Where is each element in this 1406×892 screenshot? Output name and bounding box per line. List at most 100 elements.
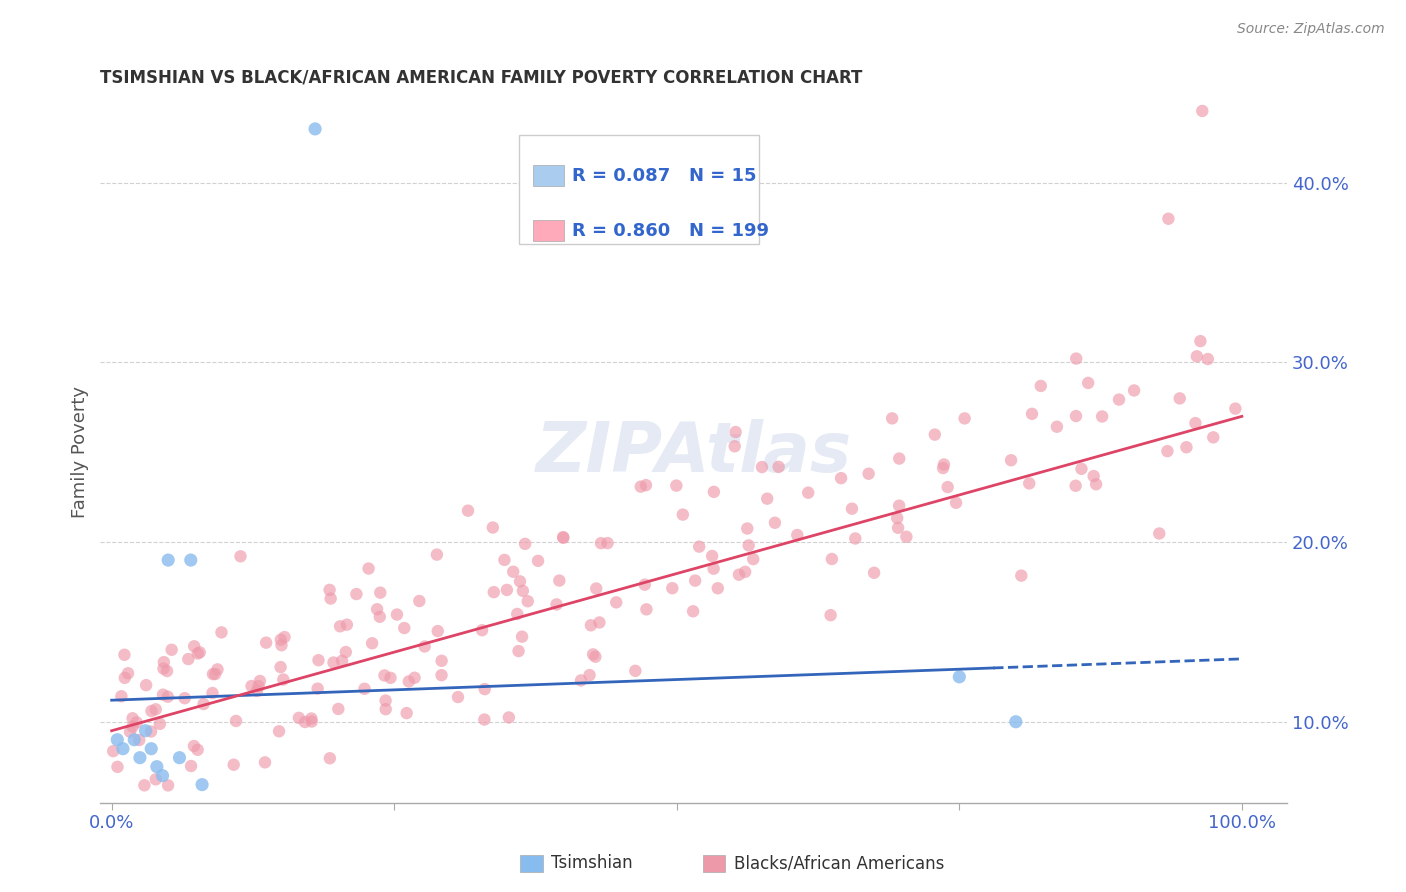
Point	[512, 583, 534, 598]
Point	[146, 759, 169, 773]
Point	[157, 778, 180, 792]
Point	[886, 511, 908, 525]
Point	[882, 411, 904, 425]
Point	[368, 585, 391, 599]
Point	[180, 553, 202, 567]
Text: R = 0.087   N = 15: R = 0.087 N = 15	[572, 167, 756, 185]
Point	[630, 480, 652, 494]
Point	[682, 604, 704, 618]
Point	[1184, 416, 1206, 430]
Point	[624, 664, 647, 678]
Point	[1123, 384, 1146, 398]
Point	[820, 608, 842, 623]
Point	[225, 714, 247, 728]
Point	[110, 690, 132, 704]
Point	[724, 439, 747, 453]
Point	[474, 713, 496, 727]
Point	[548, 574, 571, 588]
Point	[887, 521, 910, 535]
Point	[1191, 103, 1213, 118]
Point	[583, 649, 606, 664]
Point	[111, 741, 134, 756]
Point	[270, 660, 292, 674]
Point	[134, 778, 156, 792]
Point	[240, 679, 263, 693]
Point	[516, 594, 538, 608]
Point	[1064, 409, 1087, 423]
Point	[924, 427, 946, 442]
Point	[353, 681, 375, 696]
Point	[267, 724, 290, 739]
Point	[683, 574, 706, 588]
Point	[156, 664, 179, 678]
Point	[589, 536, 612, 550]
Point	[768, 459, 790, 474]
Point	[183, 640, 205, 654]
Point	[301, 714, 323, 729]
Point	[118, 724, 141, 739]
Point	[201, 686, 224, 700]
Point	[380, 671, 402, 685]
Point	[546, 598, 568, 612]
Point	[229, 549, 252, 564]
Point	[374, 702, 396, 716]
Point	[474, 682, 496, 697]
Text: R = 0.860   N = 199: R = 0.860 N = 199	[572, 222, 769, 240]
Point	[636, 602, 658, 616]
Y-axis label: Family Poverty: Family Poverty	[72, 386, 89, 518]
Point	[426, 548, 449, 562]
Point	[728, 567, 751, 582]
Point	[700, 549, 723, 563]
Point	[863, 566, 886, 580]
Point	[844, 532, 866, 546]
Point	[1070, 462, 1092, 476]
Point	[319, 591, 342, 606]
Point	[193, 697, 215, 711]
Point	[122, 732, 145, 747]
Point	[398, 674, 420, 689]
Point	[830, 471, 852, 485]
Point	[447, 690, 470, 704]
Point	[204, 667, 226, 681]
Point	[1064, 479, 1087, 493]
Point	[756, 491, 779, 506]
Point	[582, 648, 605, 662]
Point	[821, 552, 844, 566]
Point	[270, 638, 292, 652]
Point	[294, 714, 316, 729]
Point	[1029, 379, 1052, 393]
Point	[145, 702, 167, 716]
Point	[688, 540, 710, 554]
Point	[703, 484, 725, 499]
Point	[786, 528, 808, 542]
Text: TSIMSHIAN VS BLACK/AFRICAN AMERICAN FAMILY POVERTY CORRELATION CHART: TSIMSHIAN VS BLACK/AFRICAN AMERICAN FAMI…	[100, 69, 863, 87]
Point	[509, 574, 531, 589]
Point	[936, 480, 959, 494]
Point	[471, 624, 494, 638]
Point	[187, 743, 209, 757]
Point	[457, 503, 479, 517]
Point	[588, 615, 610, 630]
Point	[1197, 352, 1219, 367]
Point	[156, 690, 179, 704]
Point	[319, 751, 342, 765]
Point	[896, 530, 918, 544]
Point	[114, 671, 136, 685]
Point	[177, 652, 200, 666]
Point	[270, 632, 292, 647]
Point	[357, 561, 380, 575]
Point	[395, 706, 418, 720]
Point	[246, 684, 269, 698]
Point	[1046, 419, 1069, 434]
Point	[373, 668, 395, 682]
Point	[953, 411, 976, 425]
Point	[482, 585, 505, 599]
Text: Blacks/African Americans: Blacks/African Americans	[734, 855, 945, 872]
Point	[585, 582, 607, 596]
Point	[634, 478, 657, 492]
Point	[188, 645, 211, 659]
Point	[117, 666, 139, 681]
Point	[114, 648, 136, 662]
Point	[394, 621, 416, 635]
Point	[1202, 430, 1225, 444]
